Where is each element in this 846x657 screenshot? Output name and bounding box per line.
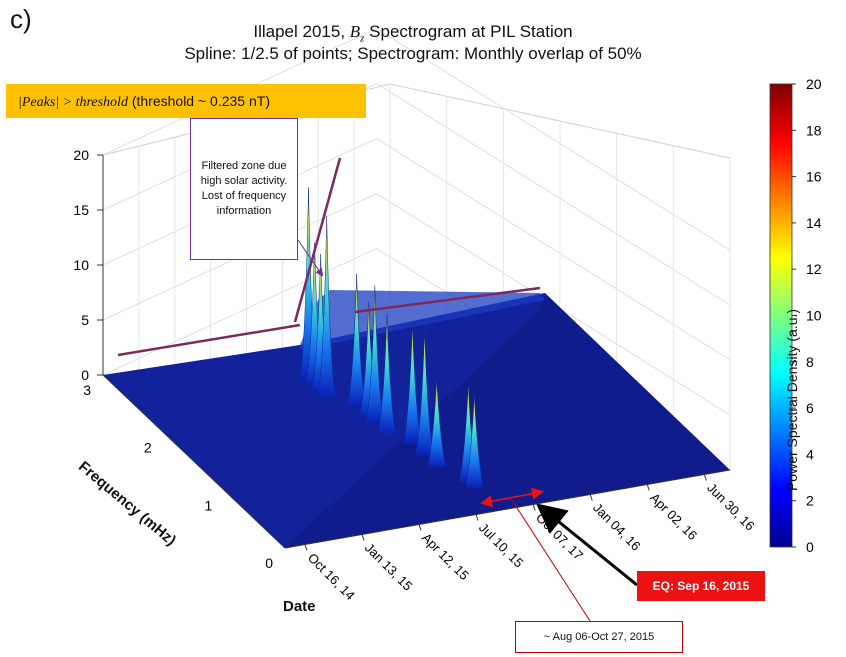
threshold-expression: |Peaks| > threshold [18,95,128,110]
x-tick [304,544,308,551]
surface-peak [317,215,337,398]
colorbar-tick-label: 18 [806,122,822,138]
y-tick-label: 3 [83,382,91,398]
grid-line [102,193,731,416]
title-var: B [349,22,361,41]
threshold-line-left [117,323,301,357]
x-tick [475,514,479,521]
title-text: Illapel 2015, [253,22,350,41]
colorbar-tick-label: 16 [806,169,822,185]
surface-peak [403,322,422,444]
panel-label: c) [10,4,32,34]
x-tick [589,494,593,501]
y-tick-label: 2 [144,440,152,456]
x-tick-label: Apr 12, 15 [419,530,472,583]
colorbar-tick-label: 2 [806,493,814,509]
x-tick-label: Jul 10, 15 [476,520,526,570]
colorbar-tick-label: 10 [806,308,822,324]
threshold-label: |Peaks| > threshold (threshold ~ 0.235 n… [6,84,366,118]
colorbar-label: Power Spectral Density (a.u.) [784,308,800,492]
y-tick-label: 1 [205,497,213,513]
z-tick-label: 20 [73,147,89,163]
surface-peak [415,328,434,456]
z-tick-label: 15 [73,202,89,218]
y-axis-ticks: 0 1 2 3 [83,374,286,571]
z-axis-ticks: 0 5 10 15 20 [73,147,104,383]
filtered-zone-callout: Filtered zone due high solar activity. L… [190,118,298,260]
surface-peak [465,393,484,488]
chart-title-line2: Spline: 1/2.5 of points; Spectrogram: Mo… [184,44,642,63]
surface-peak [377,313,397,435]
surface-peak [347,273,366,406]
x-tick-label: Jan 04, 16 [590,500,644,554]
colorbar-tick-label: 20 [806,76,822,92]
surface-peaks [299,187,484,488]
z-tick-label: 10 [73,257,89,273]
x-axis-title: Date [283,598,316,615]
colorbar-tick-label: 6 [806,400,814,416]
x-tick [703,474,707,481]
x-tick-label: Apr 02, 16 [647,490,700,543]
window-leader [509,496,591,622]
colorbar-ticks: 0 2 4 6 8 10 12 14 16 18 20 [792,76,822,555]
colorbar-tick-label: 14 [806,215,822,231]
threshold-line-rise [293,157,342,323]
x-tick [532,504,536,511]
colorbar-tick-label: 8 [806,354,814,370]
callout-text: Filtered zone due high solar activity. L… [200,160,288,217]
x-tick [418,524,422,531]
eq-label: EQ: Sep 16, 2015 [637,571,765,601]
x-axis-line [284,469,731,549]
x-tick-label: Oct 16, 14 [305,550,358,603]
colorbar-tick-label: 4 [806,446,814,462]
y-axis-line [102,374,286,549]
chart-title-line1: Illapel 2015, Bz Spectrogram at PIL Stat… [0,22,836,44]
threshold-line-right [354,286,541,314]
eq-arrow [536,503,638,587]
x-tick [361,534,365,541]
z-tick-label: 5 [81,312,89,328]
y-tick-label: 0 [265,555,273,571]
colorbar-tick-label: 0 [806,539,814,555]
surface-peak [365,285,385,424]
title-text-end: Spectrogram at PIL Station [364,22,573,41]
surface-peak [427,378,447,468]
z-tick-label: 0 [81,367,89,383]
title-sub: z [360,32,365,45]
callout-pointer [297,239,324,277]
window-arrow [480,487,544,508]
x-tick-label: Jan 13, 15 [362,540,416,594]
threshold-note: (threshold ~ 0.235 nT) [127,93,270,109]
x-tick [646,484,650,491]
x-tick-label: Jun 30, 16 [704,480,758,534]
window-label: ~ Aug 06-Oct 27, 2015 [515,621,683,653]
colorbar-tick-label: 12 [806,261,822,277]
